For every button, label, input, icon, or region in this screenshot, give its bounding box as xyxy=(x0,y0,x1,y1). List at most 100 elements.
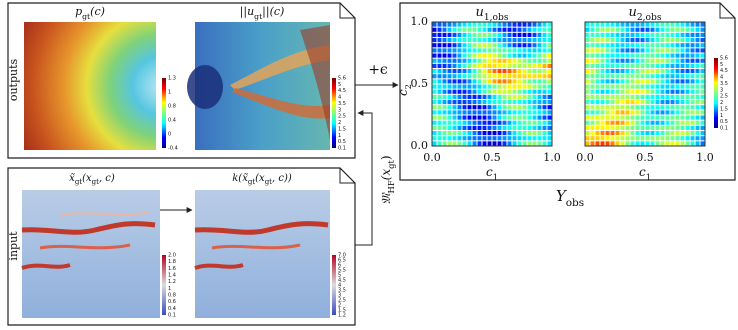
point xyxy=(437,74,442,79)
point xyxy=(527,48,532,53)
point xyxy=(467,53,472,58)
point xyxy=(492,141,497,146)
point xyxy=(645,74,650,79)
point xyxy=(462,58,467,63)
point xyxy=(482,89,487,94)
point xyxy=(660,22,665,27)
point xyxy=(630,38,635,43)
point xyxy=(650,79,655,84)
point xyxy=(615,22,620,27)
point xyxy=(645,110,650,115)
point xyxy=(477,89,482,94)
point xyxy=(635,69,640,74)
point xyxy=(477,69,482,74)
point xyxy=(477,100,482,105)
point xyxy=(472,63,477,68)
point xyxy=(457,105,462,110)
point xyxy=(625,63,630,68)
point xyxy=(685,48,690,53)
point xyxy=(452,79,457,84)
point xyxy=(482,136,487,141)
point xyxy=(482,94,487,99)
point xyxy=(537,141,542,146)
point xyxy=(522,125,527,130)
point xyxy=(590,110,595,115)
point xyxy=(472,136,477,141)
point xyxy=(447,120,452,125)
point xyxy=(502,110,507,115)
point xyxy=(482,100,487,105)
colorbar-label: 0.1 xyxy=(168,313,176,319)
point xyxy=(615,115,620,120)
point xyxy=(635,115,640,120)
subscript: gt xyxy=(254,12,263,21)
point xyxy=(512,89,517,94)
point xyxy=(517,115,522,120)
point xyxy=(690,131,695,136)
point xyxy=(605,27,610,32)
point xyxy=(472,115,477,120)
point xyxy=(670,43,675,48)
point xyxy=(542,27,547,32)
point xyxy=(680,38,685,43)
point xyxy=(462,63,467,68)
point xyxy=(615,69,620,74)
input-field xyxy=(21,190,160,318)
point xyxy=(517,53,522,58)
point xyxy=(610,48,615,53)
point xyxy=(472,110,477,115)
point xyxy=(492,53,497,58)
point xyxy=(487,100,492,105)
point xyxy=(670,94,675,99)
point xyxy=(675,136,680,141)
point xyxy=(590,58,595,63)
point xyxy=(432,110,437,115)
point xyxy=(492,100,497,105)
point xyxy=(487,84,492,89)
point xyxy=(532,136,537,141)
point xyxy=(487,110,492,115)
point xyxy=(685,63,690,68)
point xyxy=(640,27,645,32)
point xyxy=(547,27,552,32)
point xyxy=(660,94,665,99)
point xyxy=(585,38,590,43)
fold xyxy=(719,3,735,19)
point xyxy=(542,125,547,130)
point xyxy=(640,89,645,94)
point xyxy=(502,74,507,79)
x-tick-label: 0.5 xyxy=(483,151,501,164)
point xyxy=(442,120,447,125)
point xyxy=(605,120,610,125)
point xyxy=(522,120,527,125)
point xyxy=(680,125,685,130)
point xyxy=(432,48,437,53)
point xyxy=(610,131,615,136)
colorbar-label: 4 xyxy=(720,75,723,81)
point xyxy=(625,141,630,146)
point xyxy=(507,125,512,130)
point xyxy=(477,43,482,48)
point xyxy=(680,105,685,110)
point xyxy=(665,115,670,120)
point xyxy=(542,115,547,120)
point xyxy=(532,43,537,48)
point xyxy=(502,53,507,58)
point xyxy=(605,131,610,136)
x-tick-label: 0.0 xyxy=(423,151,441,164)
point xyxy=(600,69,605,74)
point xyxy=(432,38,437,43)
point xyxy=(655,110,660,115)
point xyxy=(447,131,452,136)
point xyxy=(502,69,507,74)
point xyxy=(605,69,610,74)
point xyxy=(595,32,600,37)
point xyxy=(447,53,452,58)
point xyxy=(680,131,685,136)
point xyxy=(507,53,512,58)
point xyxy=(600,43,605,48)
subscript: HF xyxy=(386,180,396,193)
point xyxy=(452,125,457,130)
point xyxy=(467,74,472,79)
point xyxy=(645,131,650,136)
